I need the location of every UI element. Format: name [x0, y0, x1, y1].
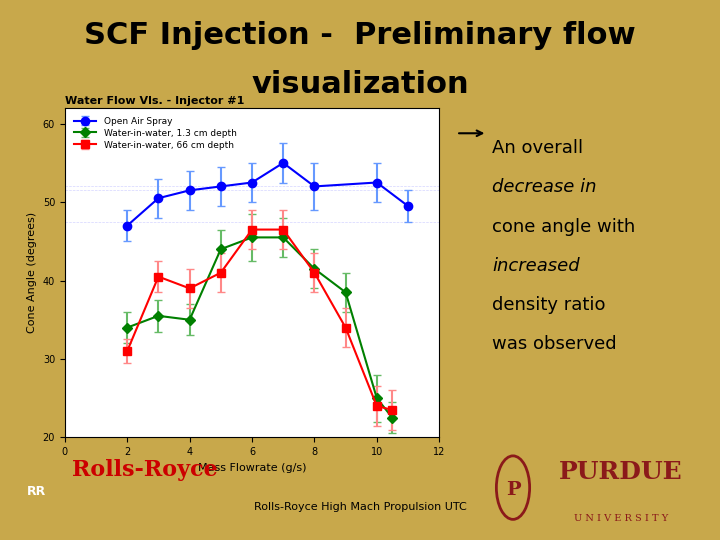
Text: Rolls-Royce: Rolls-Royce: [72, 459, 217, 481]
Text: An overall: An overall: [492, 139, 584, 157]
Text: was observed: was observed: [492, 335, 617, 354]
Text: visualization: visualization: [251, 70, 469, 99]
Y-axis label: Cone Angle (degrees): Cone Angle (degrees): [27, 212, 37, 333]
Text: U N I V E R S I T Y: U N I V E R S I T Y: [574, 514, 668, 523]
Text: PURDUE: PURDUE: [559, 460, 683, 484]
X-axis label: Mass Flowrate (g/s): Mass Flowrate (g/s): [198, 463, 306, 472]
Text: decrease in: decrease in: [492, 178, 597, 196]
Text: increased: increased: [492, 257, 580, 275]
Text: cone angle with: cone angle with: [492, 218, 636, 235]
Text: SCF Injection -  Preliminary flow: SCF Injection - Preliminary flow: [84, 22, 636, 50]
Text: RR: RR: [27, 485, 45, 498]
Text: Rolls-Royce High Mach Propulsion UTC: Rolls-Royce High Mach Propulsion UTC: [253, 502, 467, 512]
Text: density ratio: density ratio: [492, 296, 606, 314]
Text: P: P: [505, 481, 521, 499]
Text: Water Flow Vls. - Injector #1: Water Flow Vls. - Injector #1: [65, 96, 244, 106]
Legend: Open Air Spray, Water-in-water, 1.3 cm depth, Water-in-water, 66 cm depth: Open Air Spray, Water-in-water, 1.3 cm d…: [69, 112, 241, 154]
